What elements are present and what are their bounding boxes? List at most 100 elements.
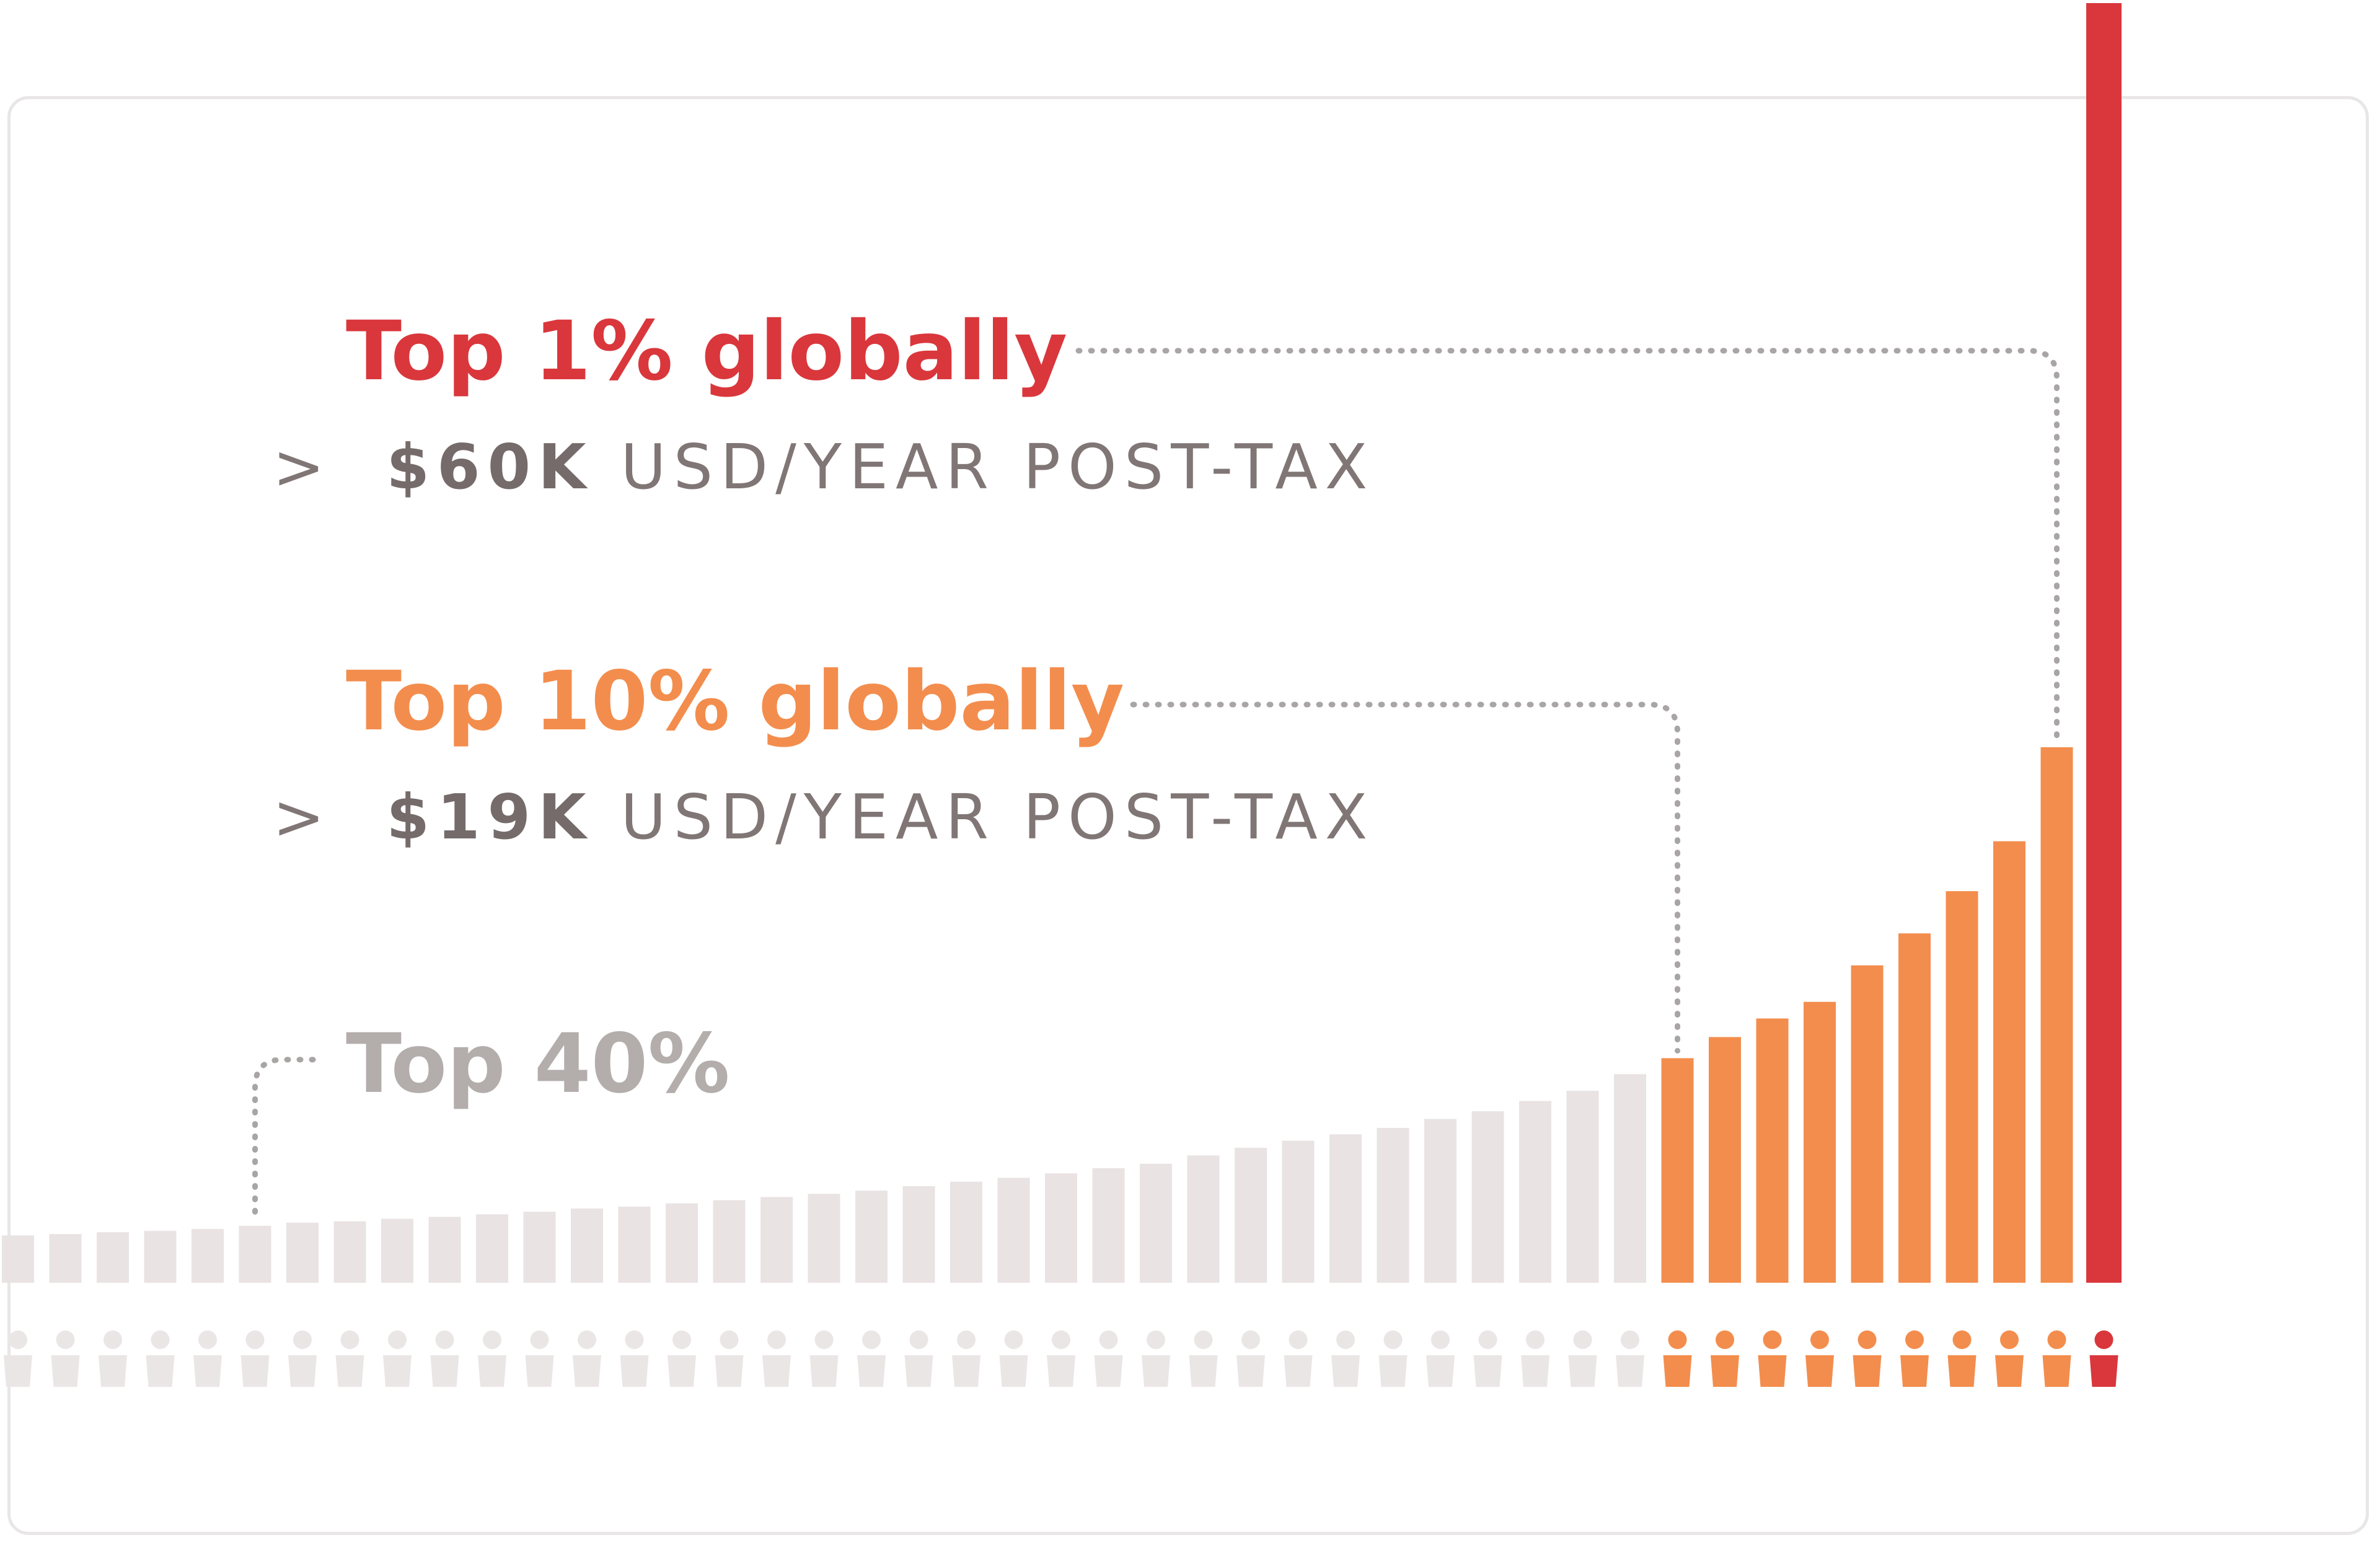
bar-gray-35 [1614, 1074, 1646, 1283]
leader-lines [252, 348, 2060, 1221]
top10-prefix: > [273, 781, 332, 853]
person-icon [2042, 1330, 2071, 1387]
person-icon [1094, 1330, 1123, 1387]
bar-gray-5 [192, 1229, 224, 1283]
person-icon [573, 1330, 601, 1387]
person-icon [952, 1330, 981, 1387]
leader-line-top1 [1075, 348, 2060, 743]
bar-gray-16 [713, 1200, 746, 1283]
person-icon [4, 1330, 32, 1387]
bar-gray-34 [1566, 1091, 1599, 1283]
bars-group [2, 3, 2122, 1283]
person-icon [1047, 1330, 1075, 1387]
bar-gray-26 [1187, 1155, 1220, 1283]
person-icon [525, 1330, 554, 1387]
bar-gray-29 [1329, 1134, 1362, 1283]
bar-gray-23 [1045, 1173, 1077, 1283]
bar-gray-8 [333, 1221, 366, 1283]
people-row [4, 1330, 2118, 1387]
person-icon [335, 1330, 364, 1387]
bar-gray-22 [997, 1177, 1030, 1283]
bar-gray-11 [476, 1214, 508, 1283]
person-icon [857, 1330, 886, 1387]
bar-gray-7 [286, 1222, 319, 1283]
person-icon [1616, 1330, 1644, 1387]
top40-title: Top 40% [346, 1016, 730, 1112]
bar-gray-9 [381, 1218, 413, 1283]
bar-gray-31 [1424, 1119, 1457, 1283]
person-icon [193, 1330, 222, 1387]
person-icon [1331, 1330, 1360, 1387]
bar-gray-10 [428, 1216, 461, 1283]
bar-orange-40 [1851, 965, 1884, 1283]
bar-gray-32 [1471, 1111, 1504, 1283]
bar-gray-27 [1235, 1148, 1267, 1283]
person-icon [999, 1330, 1028, 1387]
person-icon [1947, 1330, 1977, 1387]
person-icon [478, 1330, 506, 1387]
bar-gray-15 [666, 1203, 698, 1283]
top1-unit: USD/YEAR POST-TAX [620, 431, 1375, 503]
bar-gray-13 [571, 1208, 603, 1283]
bar-orange-37 [1709, 1037, 1741, 1283]
person-icon [762, 1330, 791, 1387]
person-icon [1900, 1330, 1929, 1387]
bar-gray-17 [760, 1197, 793, 1283]
bar-gray-33 [1519, 1101, 1551, 1283]
person-icon [1805, 1330, 1834, 1387]
bar-gray-14 [618, 1207, 651, 1283]
bar-orange-42 [1946, 891, 1978, 1283]
person-icon [99, 1330, 127, 1387]
bar-gray-28 [1282, 1140, 1315, 1283]
top1-amount: $60K [386, 431, 594, 503]
bar-gray-30 [1377, 1128, 1409, 1283]
bar-gray-19 [855, 1190, 888, 1283]
bar-gray-18 [808, 1194, 840, 1283]
bar-orange-36 [1661, 1058, 1694, 1283]
person-icon [146, 1330, 175, 1387]
top1-threshold: > $60K USD/YEAR POST-TAX [273, 431, 1375, 503]
person-icon [383, 1330, 412, 1387]
person-icon [2089, 1330, 2118, 1387]
bar-gray-12 [523, 1211, 556, 1283]
person-icon [668, 1330, 696, 1387]
bar-red-45 [2086, 3, 2122, 1283]
bar-gray-6 [239, 1226, 271, 1283]
bar-gray-3 [97, 1232, 129, 1283]
person-icon [1142, 1330, 1170, 1387]
bar-gray-1 [2, 1235, 34, 1283]
person-icon [51, 1330, 80, 1387]
person-icon [1236, 1330, 1265, 1387]
person-icon [1284, 1330, 1313, 1387]
top10-title: Top 10% globally [346, 654, 1125, 749]
bar-orange-44 [2040, 747, 2073, 1283]
leader-line-top10 [1130, 701, 1680, 1054]
person-icon [1378, 1330, 1408, 1387]
person-icon [1473, 1330, 1502, 1387]
chart-card [7, 96, 2369, 1535]
bar-orange-38 [1756, 1018, 1789, 1283]
person-icon [809, 1330, 839, 1387]
person-icon [620, 1330, 649, 1387]
bar-gray-20 [902, 1186, 935, 1283]
bar-gray-24 [1092, 1168, 1125, 1283]
top10-unit: USD/YEAR POST-TAX [620, 781, 1375, 853]
bar-gray-21 [950, 1181, 982, 1283]
person-icon [240, 1330, 270, 1387]
top1-prefix: > [273, 431, 332, 503]
person-icon [1663, 1330, 1692, 1387]
bar-orange-41 [1898, 933, 1931, 1283]
person-icon [430, 1330, 459, 1387]
bar-orange-43 [1993, 841, 2025, 1283]
bar-gray-25 [1140, 1163, 1172, 1283]
bar-gray-4 [144, 1231, 177, 1283]
top10-amount: $19K [386, 781, 594, 853]
person-icon [1189, 1330, 1218, 1387]
top1-title: Top 1% globally [346, 304, 1068, 399]
person-icon [1758, 1330, 1787, 1387]
person-icon [715, 1330, 744, 1387]
person-icon [1426, 1330, 1455, 1387]
person-icon [1995, 1330, 2024, 1387]
person-icon [904, 1330, 933, 1387]
